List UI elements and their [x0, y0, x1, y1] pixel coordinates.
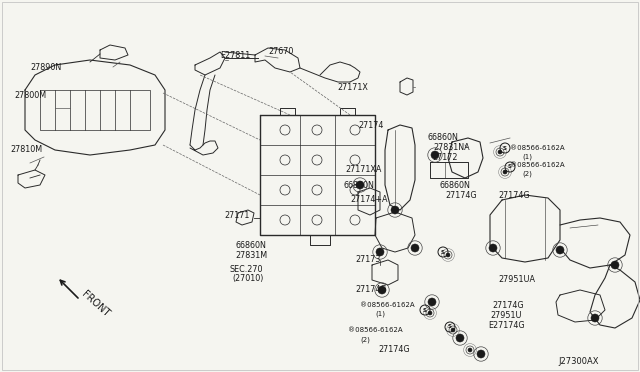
Text: 66860N: 66860N — [235, 241, 266, 250]
Text: ®08566-6162A: ®08566-6162A — [510, 145, 564, 151]
Circle shape — [411, 244, 419, 252]
Circle shape — [446, 253, 450, 257]
Text: 27171X: 27171X — [337, 83, 368, 92]
Text: (1): (1) — [522, 154, 532, 160]
Text: 27890N: 27890N — [30, 62, 61, 71]
Text: 27174G: 27174G — [445, 190, 477, 199]
Text: 27171XA: 27171XA — [345, 166, 381, 174]
Text: S: S — [423, 308, 427, 312]
Text: E27811: E27811 — [220, 51, 250, 61]
Circle shape — [456, 334, 464, 342]
Circle shape — [489, 244, 497, 252]
Text: 27174G: 27174G — [378, 346, 410, 355]
Circle shape — [376, 248, 384, 256]
Circle shape — [378, 286, 386, 294]
Circle shape — [477, 350, 485, 358]
Text: S: S — [503, 145, 507, 151]
Text: (2): (2) — [360, 337, 370, 343]
Text: 27174G: 27174G — [498, 190, 530, 199]
Text: 66860N: 66860N — [428, 132, 459, 141]
Text: SEC.270: SEC.270 — [230, 266, 264, 275]
Circle shape — [451, 328, 455, 332]
Text: S: S — [448, 324, 452, 330]
Text: J27300AX: J27300AX — [558, 357, 598, 366]
Text: ®08566-6162A: ®08566-6162A — [360, 302, 415, 308]
Text: 27951UA: 27951UA — [498, 276, 535, 285]
Text: 27951U: 27951U — [490, 311, 522, 320]
Text: FRONT: FRONT — [79, 289, 111, 319]
Text: ®08566-6162A: ®08566-6162A — [348, 327, 403, 333]
Text: 27800M: 27800M — [14, 90, 46, 99]
Text: 27174G: 27174G — [492, 301, 524, 310]
Circle shape — [468, 348, 472, 352]
Circle shape — [356, 181, 364, 189]
Text: 27174+A: 27174+A — [350, 196, 387, 205]
Text: 27174G: 27174G — [355, 285, 387, 295]
Text: 27831NA: 27831NA — [433, 144, 470, 153]
Text: 27810M: 27810M — [10, 145, 42, 154]
Text: 66860N: 66860N — [440, 180, 471, 189]
Circle shape — [503, 170, 507, 174]
Circle shape — [431, 151, 439, 159]
Text: 66860N: 66860N — [343, 180, 374, 189]
Circle shape — [498, 150, 502, 154]
Circle shape — [591, 314, 599, 322]
Circle shape — [556, 246, 564, 254]
Text: 27171: 27171 — [224, 211, 250, 219]
Text: 27670: 27670 — [268, 48, 293, 57]
Text: 27174: 27174 — [358, 121, 383, 129]
Text: S: S — [508, 164, 512, 170]
Circle shape — [428, 311, 432, 315]
Text: (1): (1) — [375, 311, 385, 317]
Text: (2): (2) — [522, 171, 532, 177]
Text: 27831M: 27831M — [235, 250, 267, 260]
Circle shape — [391, 206, 399, 214]
Text: (27010): (27010) — [232, 275, 264, 283]
Circle shape — [611, 261, 619, 269]
Text: 27173: 27173 — [355, 256, 380, 264]
Circle shape — [428, 298, 436, 306]
Text: S: S — [441, 250, 445, 254]
Text: ®08566-6162A: ®08566-6162A — [510, 162, 564, 168]
Text: 27172: 27172 — [432, 154, 458, 163]
Text: E27174G: E27174G — [488, 321, 525, 330]
